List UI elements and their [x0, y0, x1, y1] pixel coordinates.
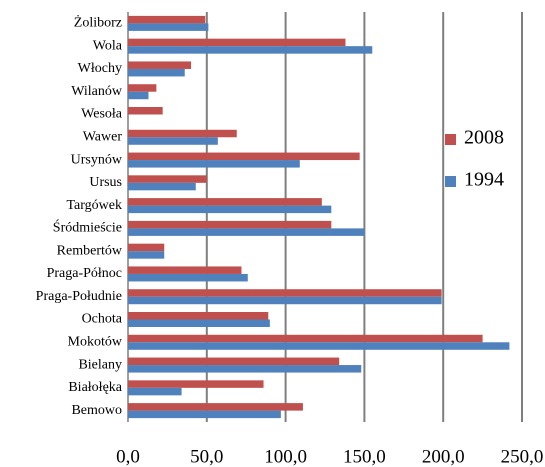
x-tick-label: 50,0: [190, 446, 223, 467]
y-tick-label: Śródmieście: [53, 219, 122, 236]
x-tick-label: 150,0: [343, 446, 386, 467]
bar: [128, 23, 209, 31]
y-tick-label: Bemowo: [71, 403, 122, 418]
y-tick-label: Ursus: [89, 175, 122, 190]
bar: [128, 152, 360, 161]
y-tick-label: Ursynów: [71, 152, 123, 167]
bar: [128, 220, 332, 229]
y-tick-label: Rembertów: [57, 243, 123, 258]
y-tick-label: Mokotów: [68, 334, 123, 349]
bar: [128, 342, 510, 350]
bar: [128, 15, 206, 24]
x-tick-label: 200,0: [422, 446, 465, 467]
bar: [128, 296, 442, 305]
bar: [128, 251, 165, 259]
y-tick-label: Targówek: [66, 198, 122, 213]
bar: [128, 205, 332, 214]
bar: [128, 380, 264, 388]
bar: [128, 410, 281, 419]
y-tick-label: Wesoła: [81, 107, 123, 122]
bar: [128, 91, 149, 100]
legend-label: 1994: [464, 169, 504, 191]
legend-swatch: [445, 176, 456, 187]
y-tick-label: Wilanów: [71, 84, 123, 99]
y-tick-label: Żoliborz: [74, 15, 122, 31]
legend-label: 2008: [464, 127, 504, 149]
bar: [128, 84, 157, 92]
bar: [128, 273, 248, 282]
bar: [128, 228, 365, 236]
y-tick-label: Praga-Północ: [47, 266, 122, 281]
bar: [128, 160, 300, 168]
y-tick-label: Praga-Południe: [36, 289, 122, 304]
bar: [128, 182, 196, 191]
bar: [128, 365, 362, 373]
bar: [128, 266, 242, 274]
bar: [128, 175, 207, 183]
legend-swatch: [445, 134, 456, 145]
bar: [128, 38, 346, 47]
y-tick-label: Bielany: [78, 357, 122, 372]
x-tick-label: 0,0: [116, 446, 140, 467]
bar: [128, 289, 442, 297]
y-tick-label: Ochota: [82, 312, 123, 327]
bar: [128, 198, 322, 206]
y-tick-label: Białołęka: [68, 380, 122, 395]
bar: [128, 334, 483, 343]
bar: [128, 137, 218, 145]
x-tick-label: 250,0: [501, 446, 544, 467]
x-tick-label: 100,0: [264, 446, 307, 467]
y-tick-label: Wawer: [83, 129, 123, 144]
bar: [128, 387, 182, 396]
bar: [128, 312, 269, 320]
bar: [128, 61, 192, 69]
y-tick-label: Włochy: [78, 61, 122, 76]
bar: [128, 357, 340, 366]
bar: [128, 403, 303, 411]
bar: [128, 129, 237, 138]
bar: [128, 46, 373, 54]
bar: [128, 68, 185, 77]
bar: [128, 107, 163, 115]
bar: [128, 243, 165, 252]
bar: [128, 319, 270, 327]
y-tick-label: Wola: [93, 38, 123, 53]
